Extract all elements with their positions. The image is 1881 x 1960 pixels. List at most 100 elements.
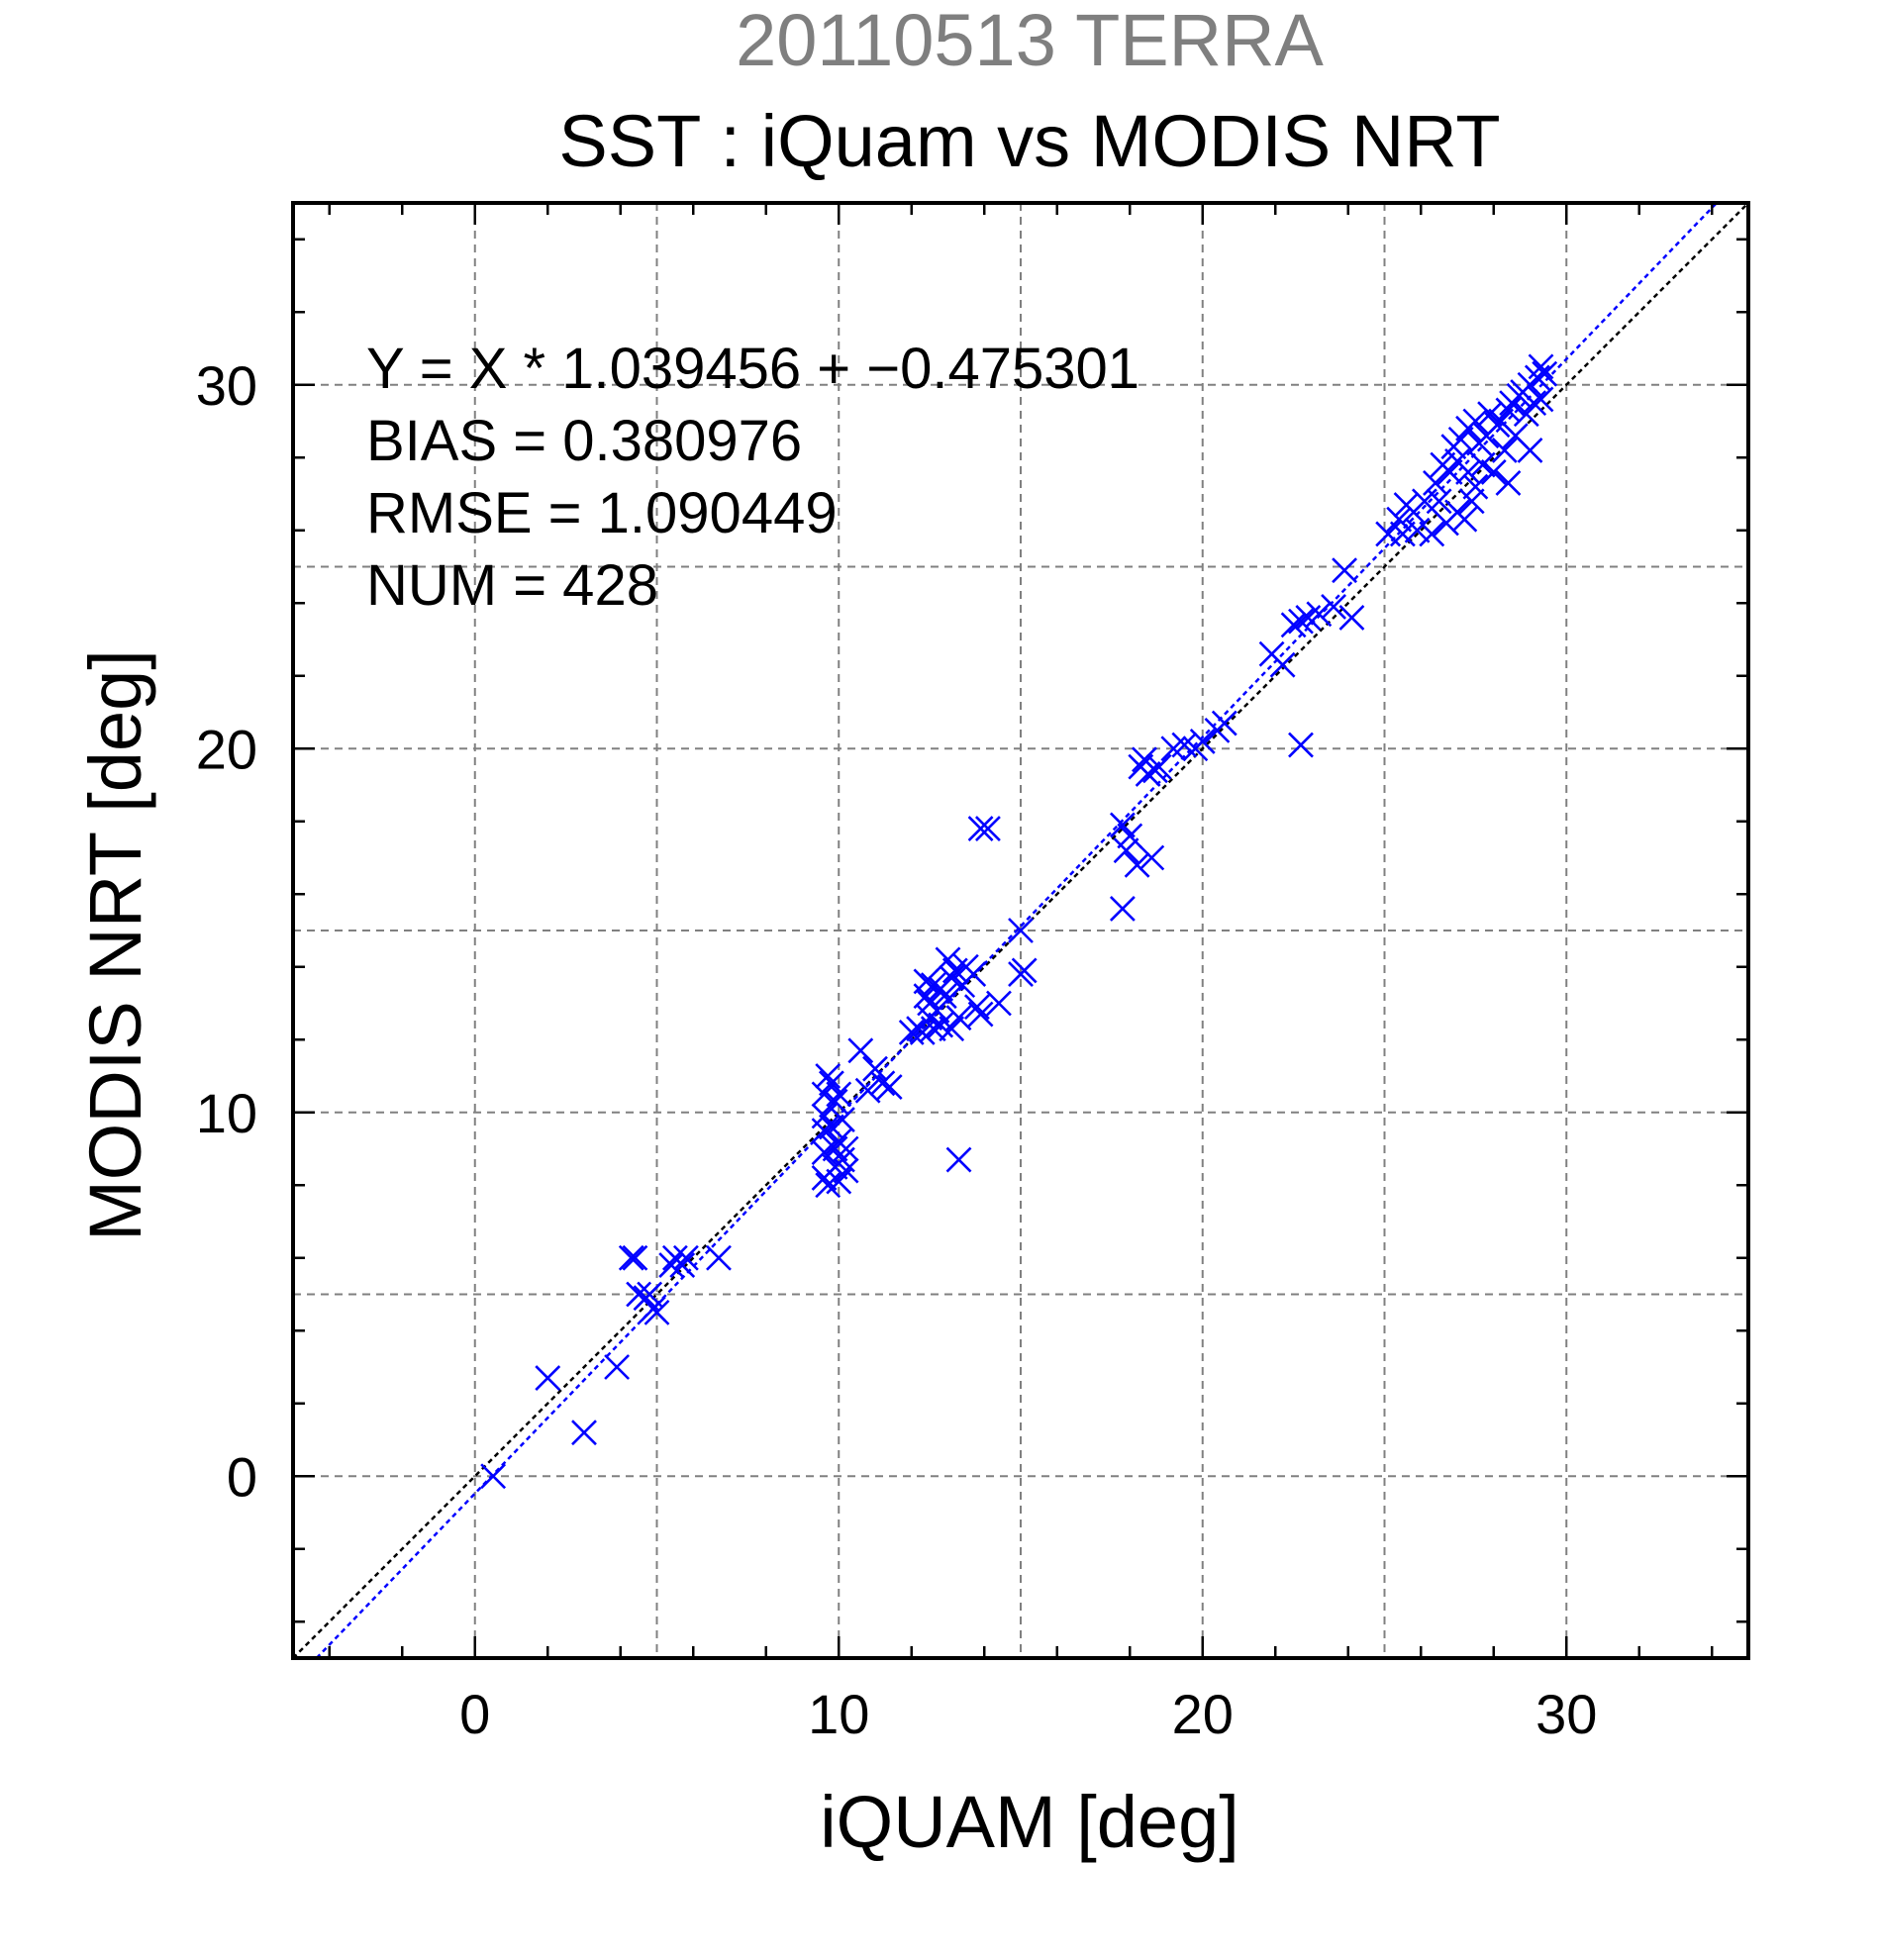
data-point-0	[480, 1463, 507, 1490]
data-point-35	[847, 1037, 874, 1064]
data-point-80	[1145, 753, 1172, 780]
data-point-37	[862, 1055, 888, 1082]
data-point-117	[1458, 488, 1485, 515]
data-point-95	[1332, 557, 1357, 584]
data-point-62	[963, 994, 990, 1021]
data-point-71	[1109, 812, 1136, 838]
data-point-64	[967, 816, 994, 842]
data-point-84	[1189, 728, 1216, 754]
data-point-106	[1426, 488, 1452, 515]
data-point-1	[535, 1365, 561, 1391]
grid-lines	[293, 203, 1748, 1658]
data-point-70	[1109, 896, 1136, 922]
x-tick-label-0: 0	[459, 1683, 490, 1745]
data-point-104	[1419, 521, 1445, 547]
rmse-stat: RMSE = 1.090449	[366, 481, 838, 545]
data-point-28	[826, 1168, 852, 1195]
y-tick-label-30: 30	[196, 354, 257, 417]
data-point-86	[1211, 710, 1238, 736]
data-point-97	[1375, 521, 1402, 547]
data-point-63	[967, 1001, 994, 1028]
data-point-96	[1338, 605, 1365, 631]
data-point-89	[1280, 612, 1307, 638]
data-point-139	[1528, 353, 1554, 380]
data-point-129	[1495, 470, 1522, 496]
data-point-93	[1306, 601, 1333, 628]
y-axis-label: MODIS NRT [deg]	[74, 649, 156, 1241]
data-point-25	[822, 1088, 848, 1115]
data-point-114	[1451, 506, 1478, 533]
data-point-127	[1491, 437, 1518, 463]
data-point-124	[1480, 459, 1507, 485]
data-point-11	[658, 1252, 685, 1279]
data-point-55	[939, 1016, 965, 1042]
y-tick-label-0: 0	[227, 1445, 257, 1508]
data-point-99	[1389, 521, 1416, 547]
regression-equation: Y = X * 1.039456 + −0.475301	[366, 337, 1139, 401]
data-point-34	[833, 1135, 859, 1162]
data-point-36	[854, 1077, 881, 1104]
data-point-88	[1269, 651, 1296, 678]
chart-title: SST : iQuam vs MODIS NRT	[558, 100, 1500, 182]
data-point-5	[622, 1244, 648, 1271]
tick-labels: 0 10 20 30 0 10 20 30	[196, 354, 1598, 1745]
x-tick-label-10: 10	[808, 1683, 869, 1745]
plot-frame	[291, 201, 1750, 1660]
data-point-67	[1008, 918, 1034, 943]
data-point-102	[1404, 517, 1431, 543]
data-point-119	[1462, 473, 1489, 500]
data-point-40	[898, 1019, 925, 1045]
num-stat: NUM = 428	[366, 553, 658, 618]
x-tick-label-30: 30	[1535, 1683, 1597, 1745]
data-point-78	[1138, 844, 1165, 871]
data-point-44	[913, 983, 940, 1010]
data-point-94	[1321, 594, 1346, 620]
data-point-10	[644, 1299, 670, 1325]
data-point-54	[939, 964, 965, 991]
data-point-69	[1011, 957, 1038, 984]
data-point-115	[1455, 459, 1481, 485]
data-point-90	[1288, 608, 1314, 635]
minor-ticks	[293, 203, 1748, 1658]
data-point-52	[931, 983, 957, 1010]
data-point-15	[706, 1244, 732, 1271]
regression-fit-line	[315, 202, 1718, 1659]
x-tick-label-20: 20	[1172, 1683, 1234, 1745]
data-point-14	[672, 1244, 699, 1271]
data-points	[480, 353, 1558, 1490]
data-point-136	[1517, 437, 1543, 463]
data-point-32	[830, 1107, 855, 1133]
data-point-121	[1469, 451, 1496, 478]
data-point-141	[1532, 360, 1558, 387]
data-point-30	[826, 1081, 852, 1108]
data-point-39	[876, 1074, 903, 1100]
data-point-38	[869, 1070, 896, 1097]
y-tick-label-10: 10	[196, 1082, 257, 1144]
x-axis-label: iQUAM [deg]	[820, 1781, 1239, 1863]
data-point-66	[986, 990, 1012, 1017]
data-point-109	[1436, 459, 1463, 485]
data-point-3	[604, 1354, 630, 1380]
data-point-77	[1135, 761, 1161, 787]
data-point-24	[818, 1114, 844, 1140]
data-point-74	[1124, 851, 1150, 878]
chart-suptitle: 20110513 TERRA	[736, 0, 1324, 81]
data-point-2	[571, 1420, 597, 1446]
data-point-26	[822, 1135, 848, 1162]
data-point-13	[669, 1252, 696, 1279]
data-point-58	[945, 1005, 972, 1031]
data-point-4	[618, 1244, 644, 1271]
data-point-72	[1113, 837, 1139, 864]
data-point-73	[1117, 823, 1143, 849]
data-point-118	[1462, 408, 1489, 435]
data-point-8	[637, 1281, 663, 1308]
data-point-33	[833, 1157, 859, 1184]
data-point-57	[945, 1146, 972, 1173]
bias-stat: BIAS = 0.380976	[366, 409, 802, 473]
data-point-18	[811, 1118, 838, 1144]
data-point-65	[975, 816, 1001, 842]
data-point-49	[924, 997, 950, 1024]
data-point-98	[1386, 506, 1413, 533]
data-point-137	[1521, 390, 1547, 417]
